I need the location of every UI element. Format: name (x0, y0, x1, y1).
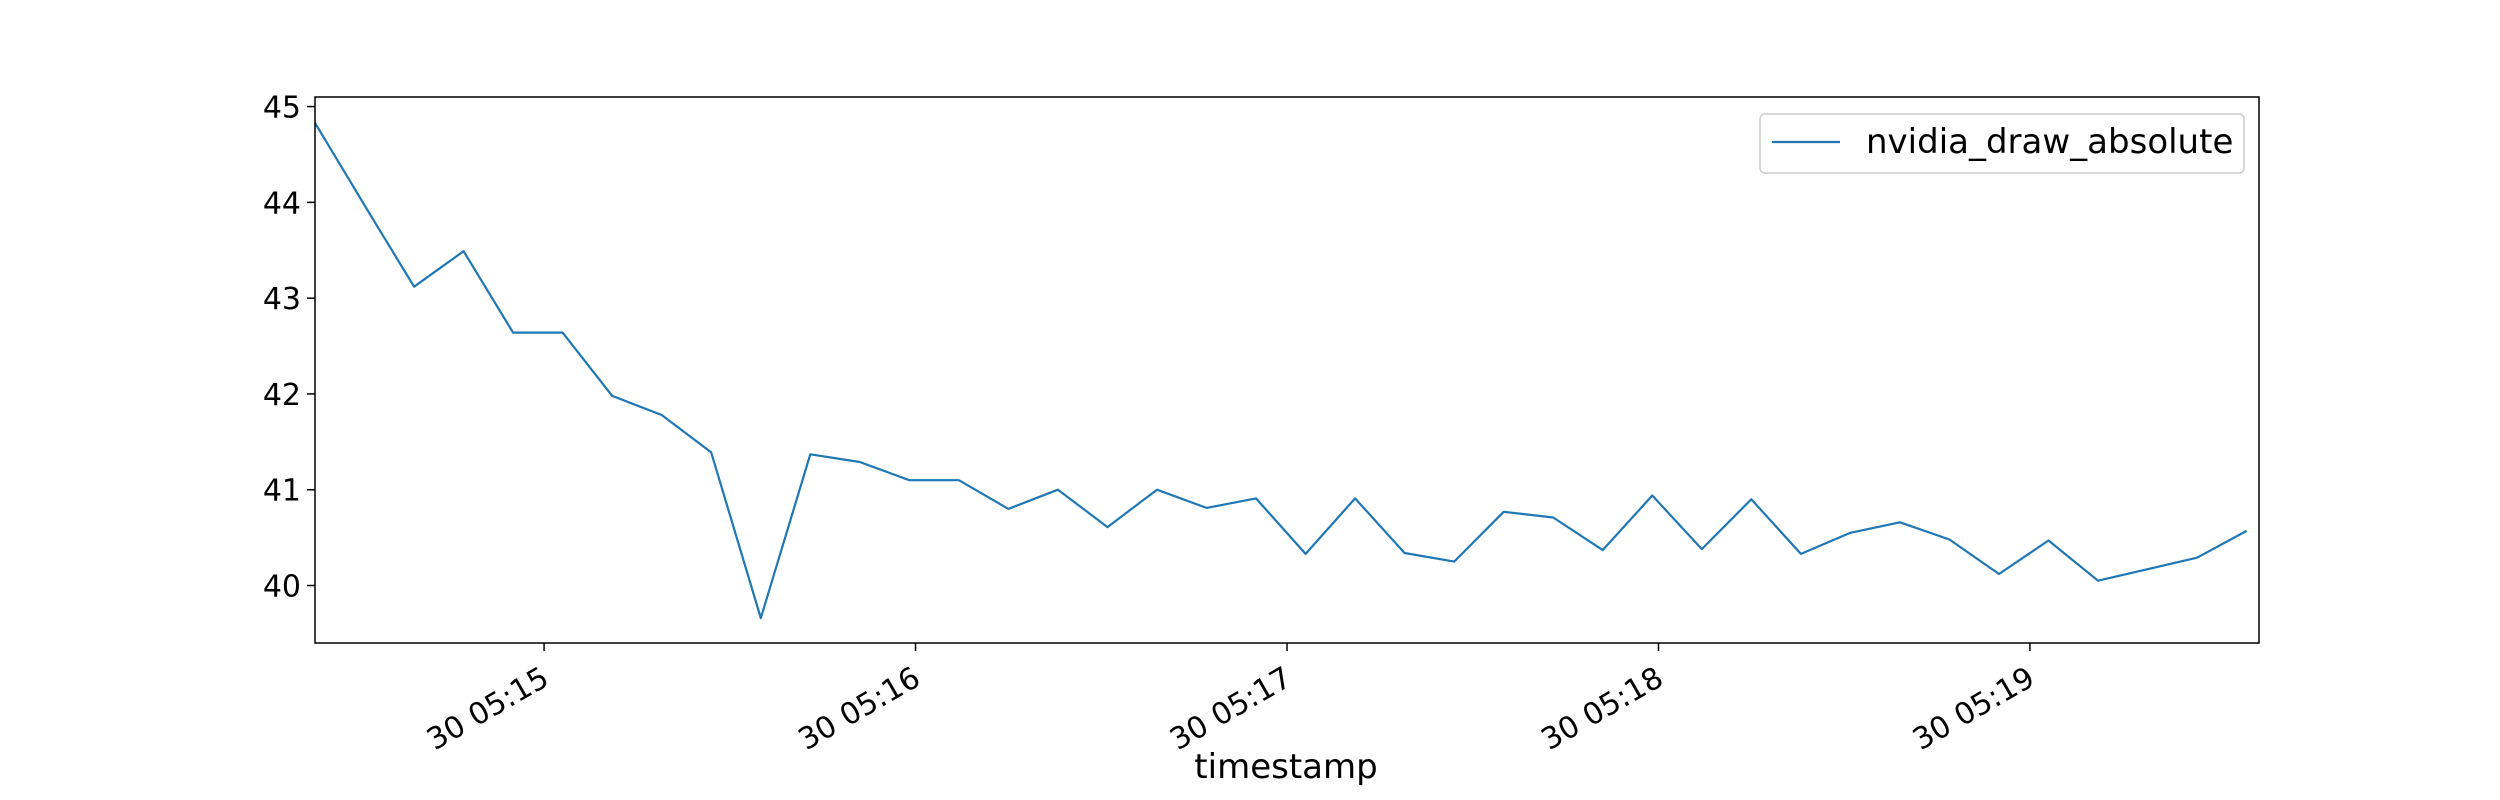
plot-frame (314, 96, 2260, 644)
x-tick-label: 30 05:16 (793, 660, 927, 757)
legend-label: nvidia_draw_absolute (1866, 122, 2233, 162)
x-tick-label: 30 05:18 (1536, 660, 1670, 757)
x-tick-label: 30 05:19 (1907, 660, 2041, 757)
x-tick-label: 30 05:17 (1164, 660, 1298, 757)
y-tick-label: 44 (263, 186, 301, 221)
y-tick-label: 43 (263, 282, 301, 317)
y-tick-label: 42 (263, 378, 301, 413)
y-tick-label: 40 (263, 570, 301, 605)
x-tick-label: 30 05:15 (421, 660, 555, 757)
x-axis-title: timestamp (1194, 747, 1377, 787)
y-axis: 40 41 42 43 44 45 (263, 91, 315, 605)
legend: nvidia_draw_absolute (1759, 113, 2245, 174)
legend-box (1759, 113, 2245, 174)
series-line-nvidia-draw-absolute (314, 122, 2248, 620)
plot-area (314, 96, 2260, 644)
x-axis: 30 05:15 30 05:16 30 05:17 30 05:18 30 05:19 (421, 643, 2041, 758)
y-tick-label: 45 (263, 91, 301, 126)
y-tick-label: 41 (263, 474, 301, 509)
